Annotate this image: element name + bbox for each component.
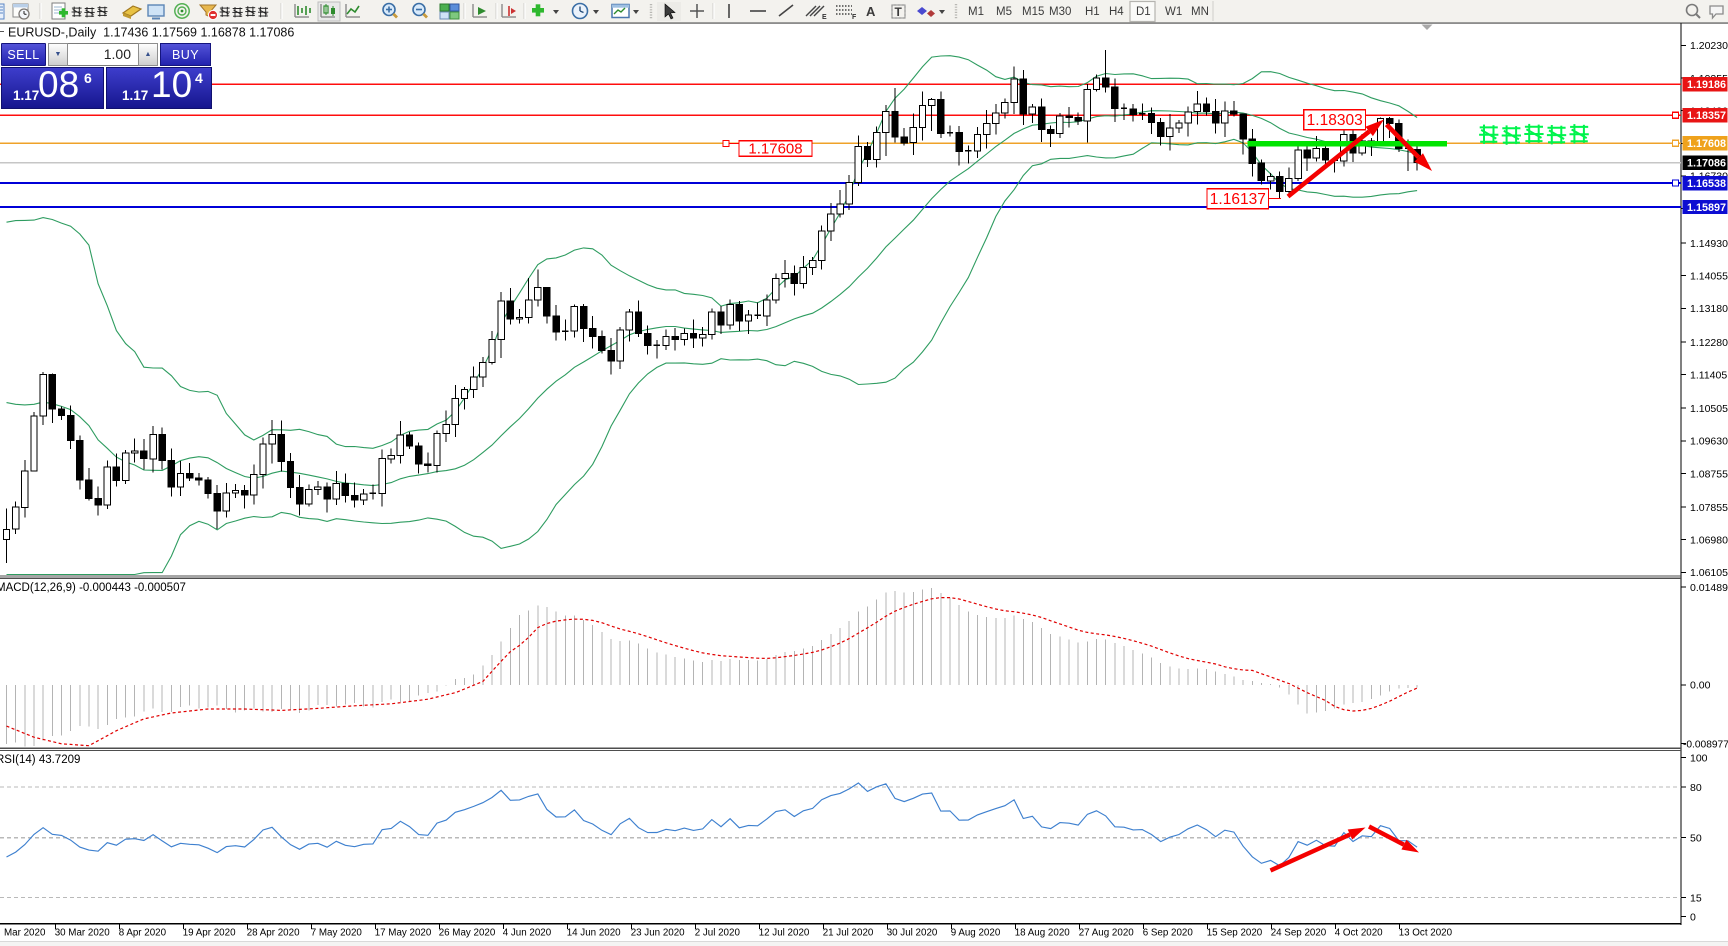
svg-text:Mar 2020: Mar 2020 — [4, 928, 46, 939]
svg-text:9 Aug 2020: 9 Aug 2020 — [951, 928, 1001, 939]
svg-text:14 Jun 2020: 14 Jun 2020 — [567, 928, 621, 939]
svg-text:W1: W1 — [1165, 6, 1182, 18]
svg-text:E: E — [822, 14, 827, 21]
svg-text:30 Jul 2020: 30 Jul 2020 — [887, 928, 938, 939]
svg-text:1.10505: 1.10505 — [1690, 403, 1728, 415]
svg-text:T: T — [895, 5, 903, 19]
svg-text:1.14930: 1.14930 — [1690, 238, 1728, 250]
svg-text:1.12280: 1.12280 — [1690, 337, 1728, 349]
svg-text:1.06980: 1.06980 — [1690, 535, 1728, 547]
svg-text:15: 15 — [1690, 893, 1702, 905]
svg-text:7 May 2020: 7 May 2020 — [311, 928, 363, 939]
svg-text:1.11405: 1.11405 — [1690, 369, 1727, 381]
svg-text:28 Apr 2020: 28 Apr 2020 — [247, 928, 300, 939]
svg-text:1.16137: 1.16137 — [1210, 191, 1266, 208]
svg-text:M30: M30 — [1049, 6, 1071, 18]
svg-text:M15: M15 — [1022, 6, 1044, 18]
svg-text:2 Jul 2020: 2 Jul 2020 — [695, 928, 741, 939]
svg-text:MACD(12,26,9) -0.000443 -0.000: MACD(12,26,9) -0.000443 -0.000507 — [0, 582, 186, 594]
svg-text:6 Sep 2020: 6 Sep 2020 — [1143, 928, 1194, 939]
svg-text:50: 50 — [1690, 833, 1702, 845]
svg-text:4 Oct 2020: 4 Oct 2020 — [1335, 928, 1383, 939]
svg-text:0.00: 0.00 — [1690, 680, 1711, 692]
svg-text:A: A — [866, 4, 876, 19]
svg-text:1.14055: 1.14055 — [1690, 271, 1728, 283]
svg-text:1.18357: 1.18357 — [1687, 110, 1726, 122]
svg-text:-0.008977: -0.008977 — [1683, 739, 1728, 750]
svg-text:80: 80 — [1690, 782, 1702, 794]
svg-text:12 Jul 2020: 12 Jul 2020 — [759, 928, 810, 939]
svg-text:1.18303: 1.18303 — [1307, 112, 1363, 129]
svg-text:15 Sep 2020: 15 Sep 2020 — [1207, 928, 1263, 939]
svg-text:13 Oct 2020: 13 Oct 2020 — [1399, 928, 1453, 939]
svg-text:1.09630: 1.09630 — [1690, 436, 1728, 448]
svg-text:27 Aug 2020: 27 Aug 2020 — [1079, 928, 1135, 939]
svg-text:D1: D1 — [1136, 6, 1151, 18]
svg-text:26 May 2020: 26 May 2020 — [439, 928, 496, 939]
svg-text:1.17086: 1.17086 — [1687, 158, 1726, 170]
svg-text:1.17608: 1.17608 — [748, 141, 802, 158]
svg-text:H1: H1 — [1085, 6, 1100, 18]
svg-text:H4: H4 — [1109, 6, 1124, 18]
svg-text:1.16538: 1.16538 — [1687, 178, 1726, 190]
svg-text:4 Jun 2020: 4 Jun 2020 — [503, 928, 552, 939]
svg-text:17 May 2020: 17 May 2020 — [375, 928, 432, 939]
svg-text:24 Sep 2020: 24 Sep 2020 — [1271, 928, 1327, 939]
svg-text:30 Mar 2020: 30 Mar 2020 — [55, 928, 111, 939]
svg-text:1.13180: 1.13180 — [1690, 303, 1728, 315]
svg-text:1.20230: 1.20230 — [1690, 40, 1728, 52]
svg-text:0.01489: 0.01489 — [1690, 582, 1728, 594]
svg-text:1.06105: 1.06105 — [1690, 567, 1728, 579]
svg-text:23 Jun 2020: 23 Jun 2020 — [631, 928, 685, 939]
svg-text:0: 0 — [1690, 912, 1696, 924]
svg-text:M5: M5 — [996, 6, 1012, 18]
svg-text:100: 100 — [1690, 753, 1708, 765]
svg-text:8 Apr 2020: 8 Apr 2020 — [119, 928, 167, 939]
svg-text:RSI(14) 43.7209: RSI(14) 43.7209 — [0, 754, 80, 766]
svg-text:1.08755: 1.08755 — [1690, 468, 1728, 480]
svg-text:1.07855: 1.07855 — [1690, 502, 1728, 514]
svg-text:F: F — [852, 14, 857, 21]
svg-text:1.17608: 1.17608 — [1687, 138, 1726, 150]
svg-text:21 Jul 2020: 21 Jul 2020 — [823, 928, 874, 939]
svg-text:19 Apr 2020: 19 Apr 2020 — [183, 928, 236, 939]
svg-text:MN: MN — [1191, 6, 1209, 18]
svg-text:18 Aug 2020: 18 Aug 2020 — [1015, 928, 1071, 939]
svg-text:1.19186: 1.19186 — [1687, 79, 1726, 91]
svg-text:1.15897: 1.15897 — [1687, 202, 1726, 214]
svg-text:EURUSD-,Daily 1.17436 1.17569: EURUSD-,Daily 1.17436 1.17569 1.16878 1.… — [8, 26, 294, 40]
svg-text:M1: M1 — [968, 6, 984, 18]
